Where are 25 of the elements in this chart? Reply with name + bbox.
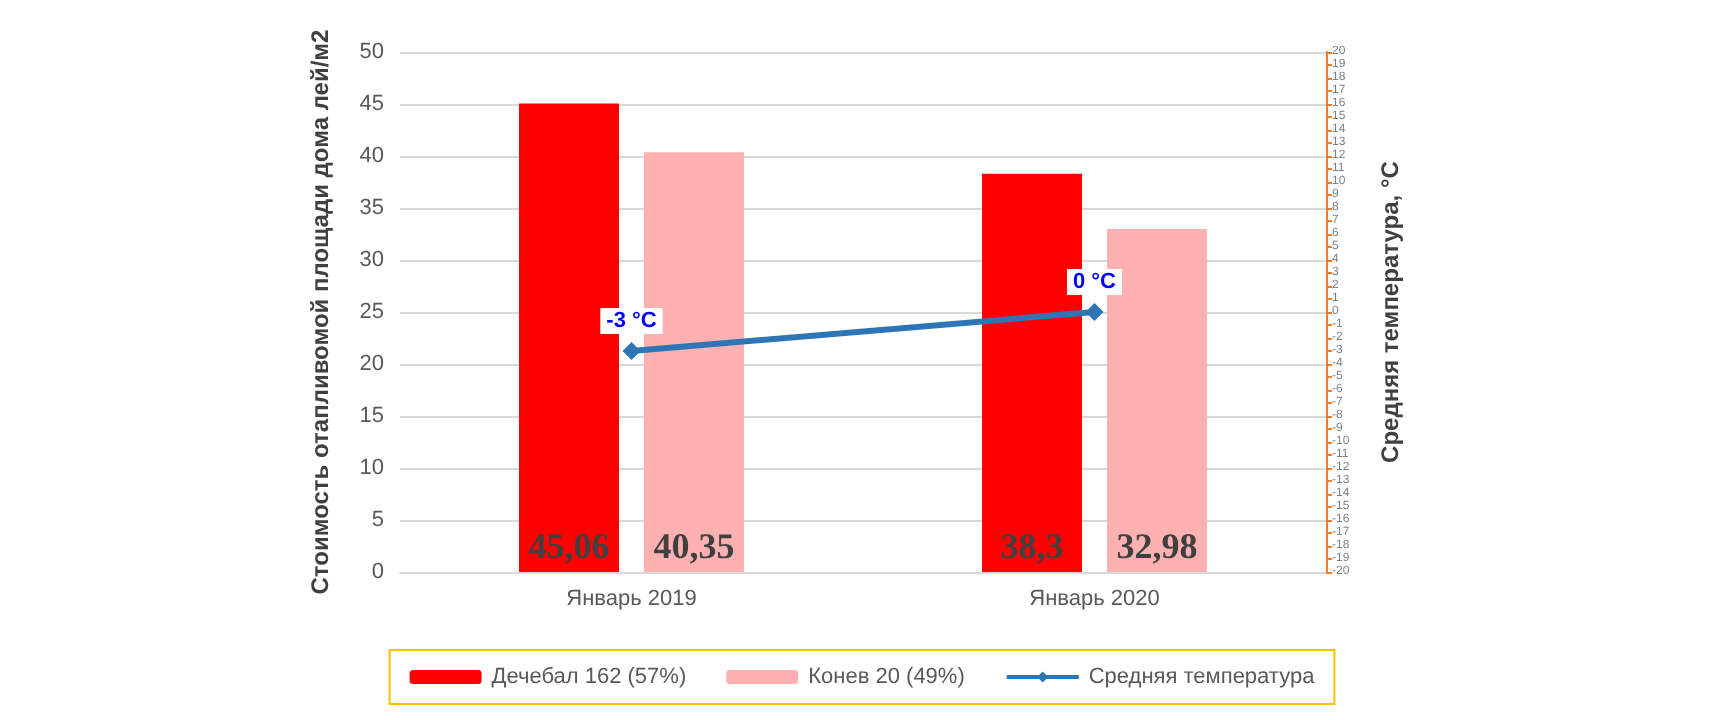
y-tick-label: 35 bbox=[359, 196, 384, 220]
x-tick-label: Январь 2019 bbox=[566, 587, 697, 611]
y-tick-label: 25 bbox=[359, 300, 384, 324]
y-tick-label: 5 bbox=[371, 508, 384, 532]
y-tick-label: 30 bbox=[359, 248, 384, 272]
data-label: -3 °C bbox=[606, 309, 657, 333]
data-label: 0 °C bbox=[1072, 270, 1117, 294]
y-tick-label: 50 bbox=[359, 40, 384, 64]
legend-label: Дечебал 162 (57%) bbox=[491, 665, 687, 689]
y-tick-label: 45 bbox=[359, 92, 384, 116]
bar bbox=[982, 173, 1082, 572]
y-tick-label: 0 bbox=[371, 560, 384, 584]
y-tick-label: 10 bbox=[359, 456, 384, 480]
legend-label: Средняя температура bbox=[1088, 665, 1317, 689]
legend-label: Конев 20 (49%) bbox=[808, 665, 965, 689]
y-tick-label: 20 bbox=[359, 352, 384, 376]
y2-axis-title: Средняя температура, °C bbox=[1376, 160, 1404, 463]
data-label: 38,3 bbox=[1000, 526, 1064, 566]
y-tick-label: 40 bbox=[359, 144, 384, 168]
y-axis-title: Стоимость отапливомой площади дома лей/м2 bbox=[306, 28, 334, 595]
data-label: 32,98 bbox=[1116, 526, 1198, 566]
data-label: 45,06 bbox=[528, 526, 610, 566]
x-tick-label: Январь 2020 bbox=[1029, 587, 1160, 611]
y-tick-label: 15 bbox=[359, 404, 384, 428]
data-label: 40,35 bbox=[653, 526, 735, 566]
